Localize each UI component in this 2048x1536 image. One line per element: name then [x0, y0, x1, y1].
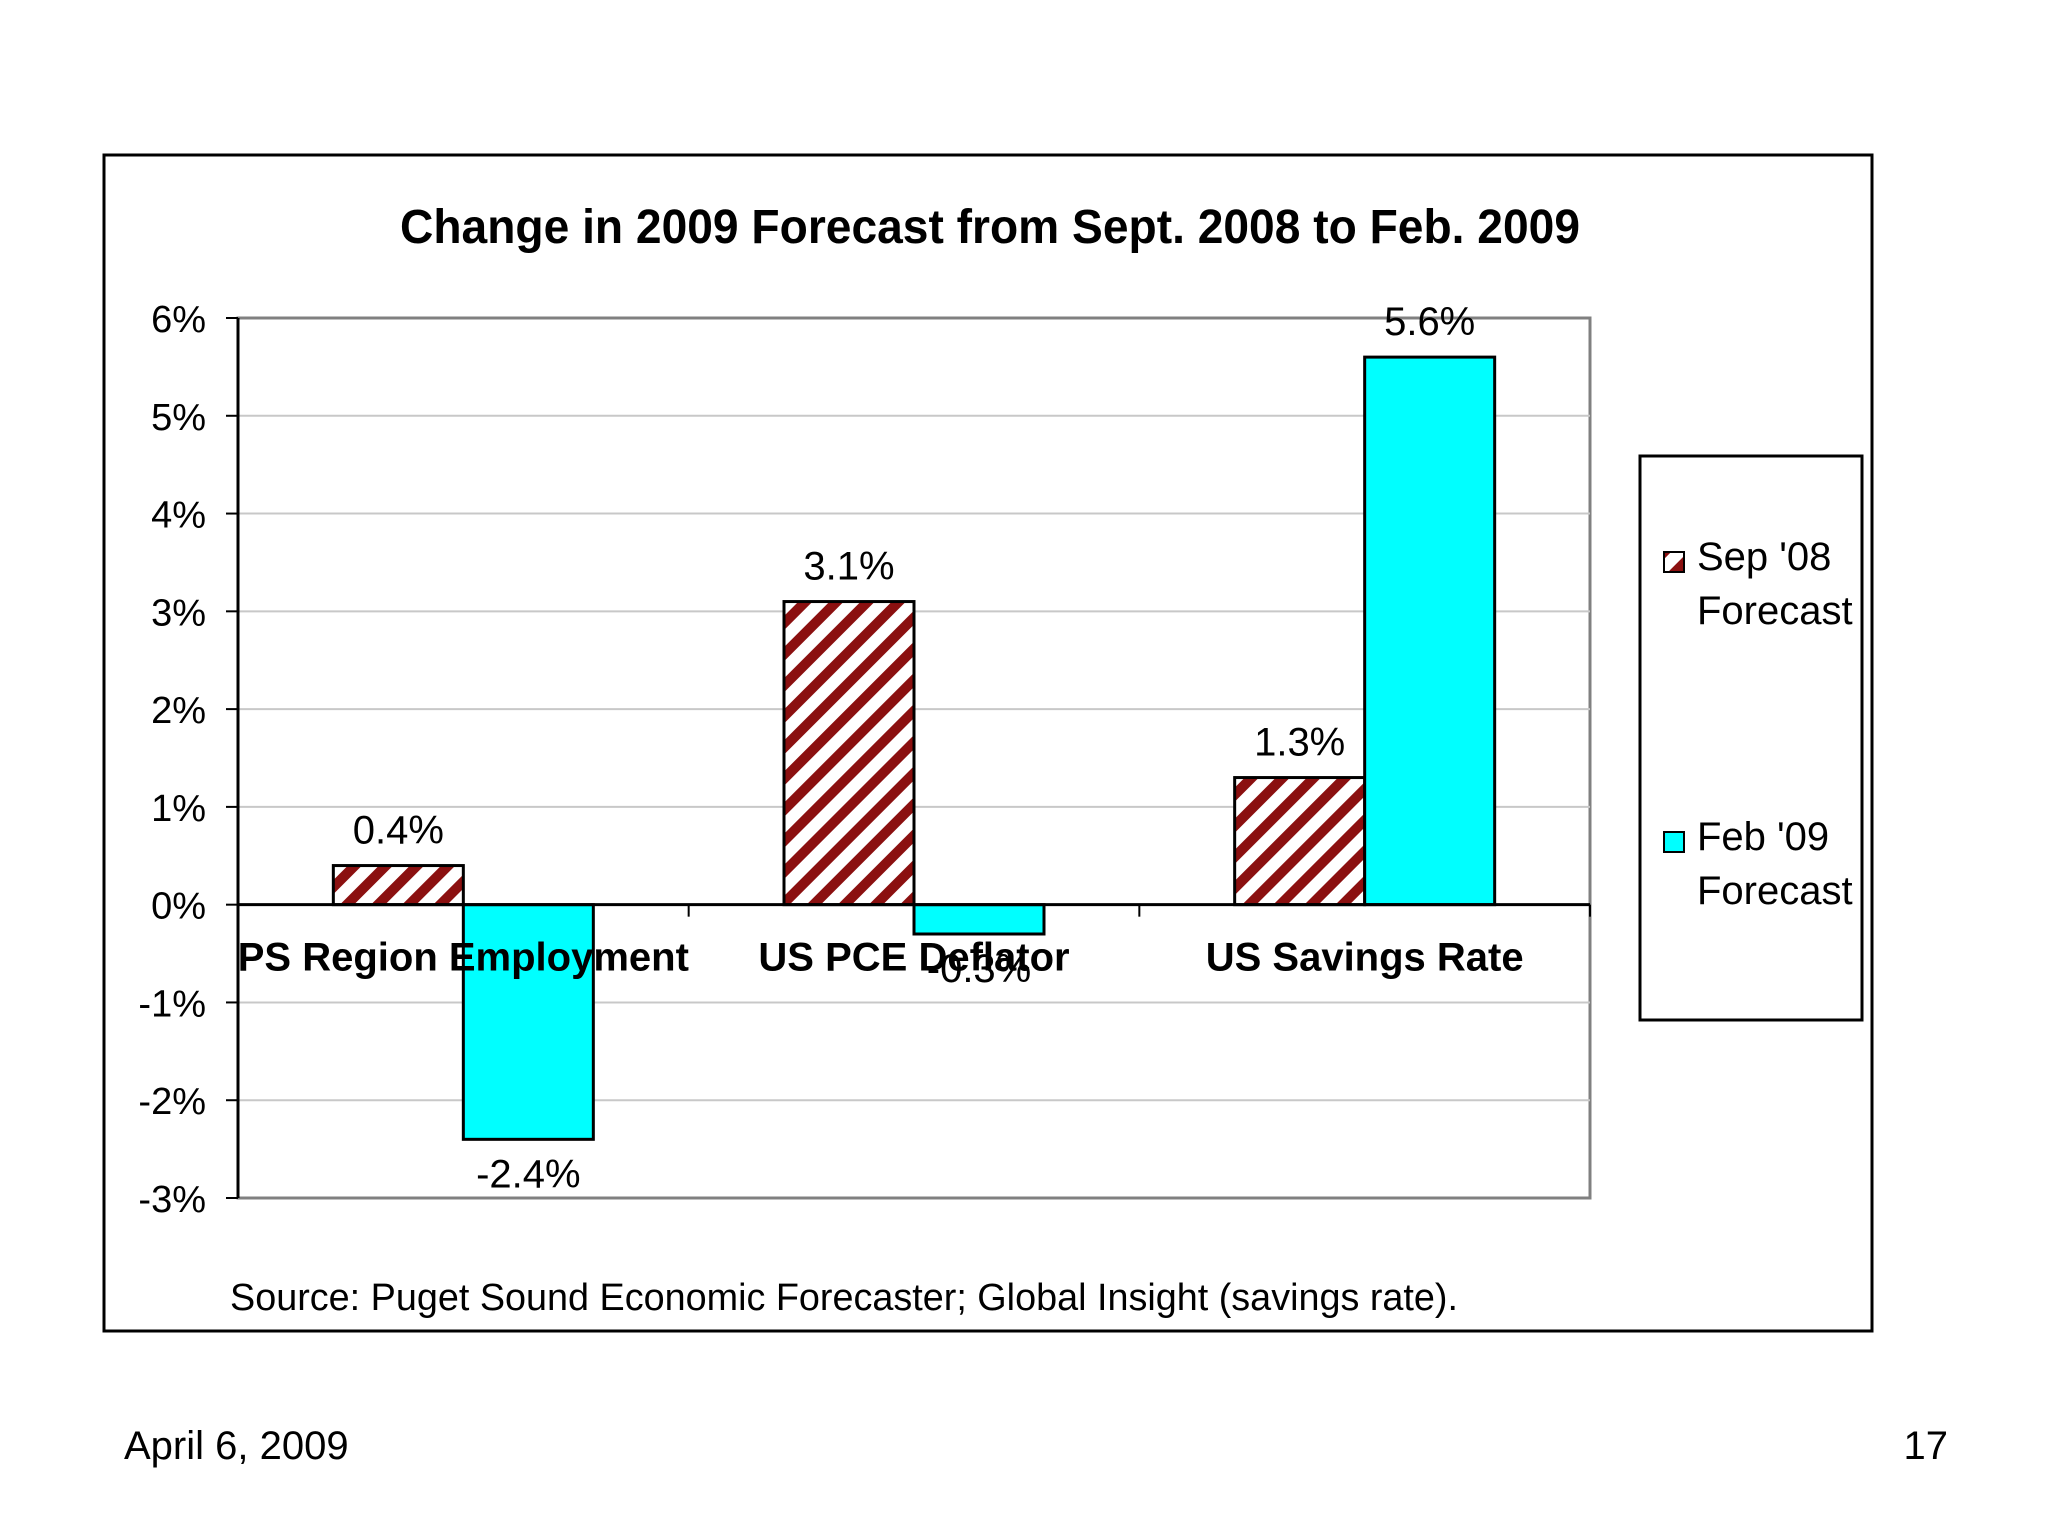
- bar: [461, 903, 595, 1141]
- y-tick-label: 5%: [151, 397, 206, 439]
- y-tick-label: 4%: [151, 495, 206, 537]
- page-number: 17: [1903, 1424, 1949, 1468]
- data-label: 3.1%: [803, 545, 894, 589]
- legend-label: Sep '08: [1697, 535, 1831, 579]
- data-label: 5.6%: [1384, 300, 1475, 344]
- category-label: PS Region Employment: [238, 936, 689, 980]
- y-tick-label: 0%: [151, 886, 206, 928]
- bar: [1233, 776, 1367, 907]
- bar: [912, 903, 1046, 936]
- chart-title: Change in 2009 Forecast from Sept. 2008 …: [400, 201, 1580, 254]
- legend-box: [1638, 454, 1864, 1022]
- data-label: 0.4%: [353, 809, 444, 853]
- y-tick-label: -2%: [138, 1081, 206, 1123]
- y-tick-label: 6%: [151, 299, 206, 341]
- legend-swatch: [1663, 831, 1685, 853]
- y-tick-label: 1%: [151, 788, 206, 830]
- bar: [1363, 355, 1497, 907]
- legend-label: Forecast: [1697, 589, 1853, 633]
- data-label: 1.3%: [1254, 721, 1345, 765]
- legend-swatch: [1663, 551, 1685, 573]
- y-tick-label: -1%: [138, 983, 206, 1025]
- legend-label: Forecast: [1697, 869, 1853, 913]
- data-label: -2.4%: [476, 1152, 581, 1196]
- category-label: US PCE Deflator: [758, 936, 1069, 980]
- source-note: Source: Puget Sound Economic Forecaster;…: [230, 1277, 1458, 1319]
- y-tick-label: 3%: [151, 592, 206, 634]
- y-tick-label: 2%: [151, 690, 206, 732]
- bar: [331, 864, 465, 907]
- footer-date: April 6, 2009: [124, 1424, 349, 1468]
- y-tick-label: -3%: [138, 1179, 206, 1221]
- bar: [782, 600, 916, 907]
- category-label: US Savings Rate: [1206, 936, 1524, 980]
- data-label: -0.3%: [927, 947, 1032, 991]
- legend-label: Feb '09: [1697, 815, 1829, 859]
